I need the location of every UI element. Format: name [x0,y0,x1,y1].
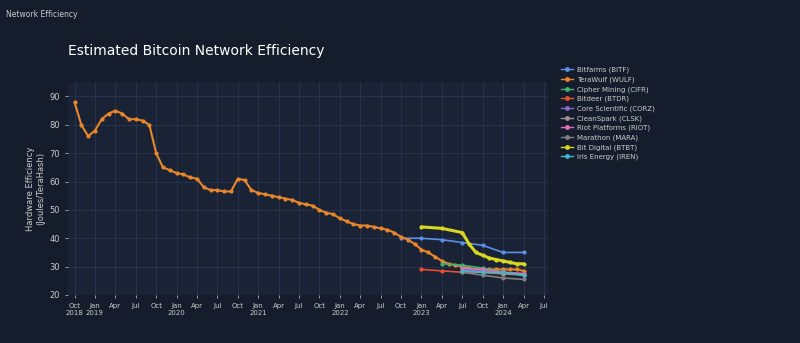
Text: Network Efficiency: Network Efficiency [6,10,78,19]
Text: Estimated Bitcoin Network Efficiency: Estimated Bitcoin Network Efficiency [68,44,325,58]
Legend: Bitfarms (BITF), TeraWulf (WULF), Cipher Mining (CIFR), Bitdeer (BTDR), Core Sci: Bitfarms (BITF), TeraWulf (WULF), Cipher… [559,65,656,162]
Y-axis label: Hardware Efficiency
(Joules/TeraHash): Hardware Efficiency (Joules/TeraHash) [26,146,46,231]
